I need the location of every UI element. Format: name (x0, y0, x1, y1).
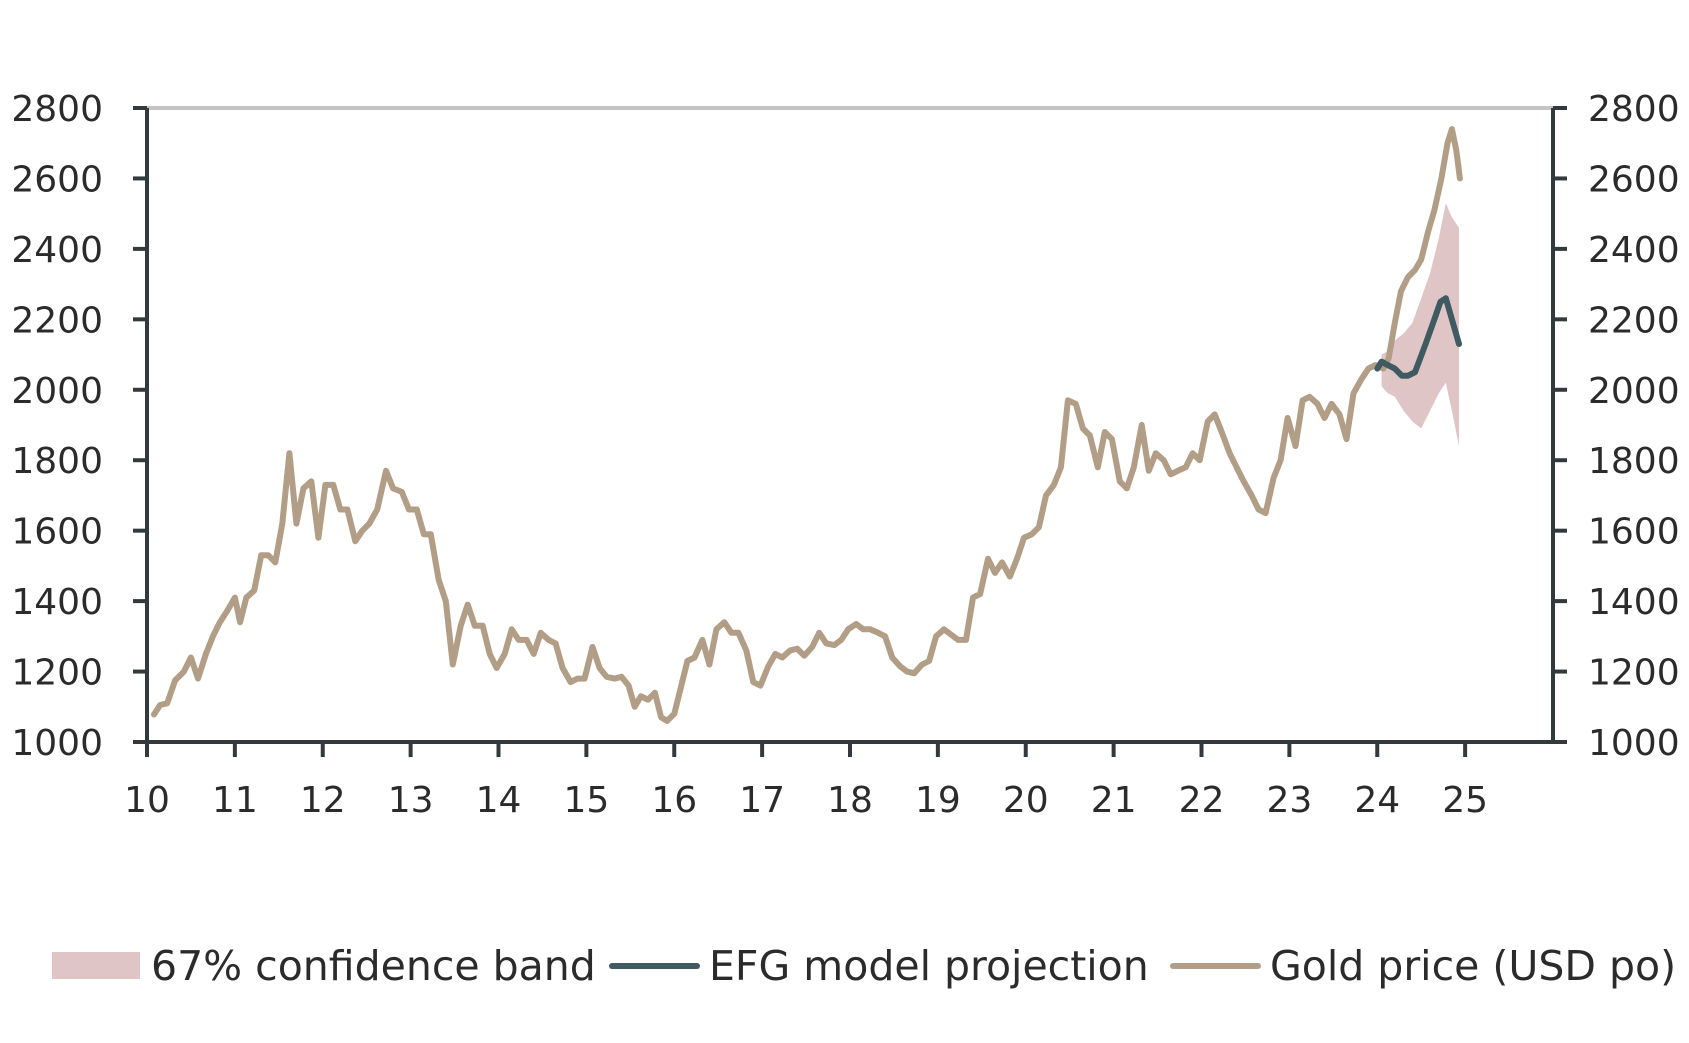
x-tick-label: 21 (1091, 780, 1137, 821)
y-tick-label-left: 2400 (11, 230, 103, 271)
confidence-band-area (1381, 203, 1459, 447)
legend: 67% confidence band EFG model projection G… (52, 942, 1676, 990)
x-tick-label: 20 (1003, 780, 1049, 821)
y-tick-label-right: 2000 (1588, 371, 1680, 412)
y-tick-label-right: 1000 (1588, 723, 1680, 764)
y-tick-label-right: 1400 (1588, 582, 1680, 623)
series-line-model (1374, 295, 1462, 379)
y-tick-label-left: 2800 (11, 89, 103, 130)
x-tick-label: 10 (124, 780, 170, 821)
x-tick-label: 12 (300, 780, 346, 821)
x-tick-label: 15 (563, 780, 609, 821)
x-tick-label: 18 (827, 780, 873, 821)
confidence-band-layer (1381, 203, 1459, 447)
x-tick-label: 13 (388, 780, 434, 821)
legend-label-band: 67% confidence band (151, 942, 596, 990)
x-tick-label: 22 (1179, 780, 1225, 821)
y-tick-label-right: 2200 (1588, 300, 1680, 341)
y-tick-label-right: 2800 (1588, 89, 1680, 130)
axes-layer: 1000 1000 1200 1200 1400 1400 1600 1600 1800 1800… (11, 89, 1679, 821)
x-tick-label: 25 (1442, 780, 1488, 821)
legend-swatch-band (52, 952, 140, 979)
y-tick-label-left: 1800 (11, 441, 103, 482)
y-tick-label-left: 2200 (11, 300, 103, 341)
y-tick-label-left: 1200 (11, 653, 103, 694)
x-tick-label: 11 (212, 780, 258, 821)
legend-label-model: EFG model projection (709, 942, 1149, 990)
y-tick-label-right: 1600 (1588, 512, 1680, 553)
x-tick-label: 16 (651, 780, 697, 821)
y-tick-label-right: 2600 (1588, 159, 1680, 200)
y-tick-label-right: 1200 (1588, 653, 1680, 694)
y-tick-label-left: 2600 (11, 159, 103, 200)
y-tick-label-left: 1400 (11, 582, 103, 623)
x-tick-label: 24 (1354, 780, 1400, 821)
x-tick-label: 19 (915, 780, 961, 821)
y-tick-label-left: 1600 (11, 512, 103, 553)
series-layer (151, 126, 1463, 724)
x-tick-label: 17 (739, 780, 785, 821)
series-line-gold (151, 126, 1463, 724)
y-tick-label-right: 1800 (1588, 441, 1680, 482)
y-tick-label-left: 2000 (11, 371, 103, 412)
y-tick-label-right: 2400 (1588, 230, 1680, 271)
y-tick-label-left: 1000 (11, 723, 103, 764)
x-tick-label: 23 (1266, 780, 1312, 821)
legend-label-gold: Gold price (USD po) (1270, 942, 1676, 990)
x-tick-label: 14 (476, 780, 522, 821)
